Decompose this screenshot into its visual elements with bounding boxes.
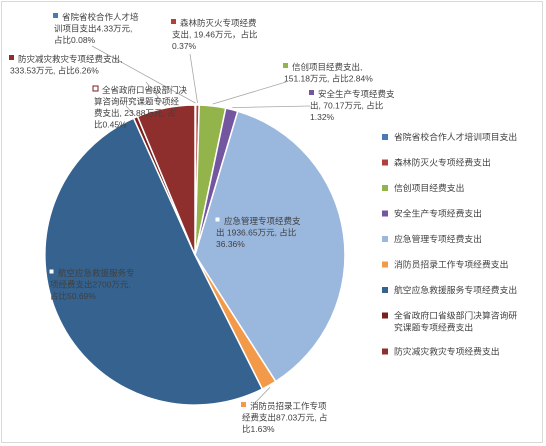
legend-label-9: 防灾减灾救灾专项经费支出: [394, 346, 500, 357]
legend-swatch-5: [382, 236, 388, 242]
legend-swatch-9: [382, 348, 388, 355]
label-marker-2: [171, 19, 176, 24]
data-label-6-line-1: 消防员招录工作专项: [250, 401, 327, 411]
legend-label-8-line-1: 全省政府口省级部门决算咨询研: [394, 310, 517, 321]
legend-label-7: 航空应急救援服务专项经费支出: [394, 284, 517, 295]
legend-swatch-8: [382, 312, 388, 319]
label-marker-1: [53, 13, 58, 18]
legend-swatch-2: [382, 159, 388, 166]
pie-slices: [44, 104, 346, 406]
data-label-4-line-2: 出, 70.17万元, 占比: [310, 101, 383, 111]
legend-label-5: 应急管理专项经费支出: [394, 233, 482, 244]
data-label-1-line-1: 省院省校合作人才培: [62, 12, 139, 22]
label-marker-3: [283, 63, 288, 68]
legend-label-8-line-2: 究课题专项经费支出: [394, 322, 473, 333]
data-label-4-line-3: 1.32%: [310, 112, 335, 122]
label-marker-6: [241, 402, 246, 407]
data-label-5-line-3: 36.36%: [216, 239, 245, 249]
leader-line-6: [251, 386, 271, 407]
label-marker-5: [214, 216, 221, 223]
legend-swatch-3: [382, 185, 388, 191]
leader-line-4: [232, 105, 311, 108]
label-marker-9: [9, 55, 14, 60]
data-label-5-line-1: 应急管理专项经费支: [224, 216, 301, 226]
data-label-1-line-3: 占比0.08%: [54, 35, 96, 45]
leader-line-1: [91, 45, 196, 104]
data-label-2-line-2: 支出, 19.46万元，占比: [172, 30, 258, 40]
legend-swatch-7: [382, 287, 388, 293]
pie-slice-9: [136, 104, 196, 256]
data-label-1-line-2: 训项目支出4.33万元,: [54, 24, 132, 34]
legend-label-2: 森林防灭火专项经费支出: [394, 157, 491, 168]
leader-line-8: [125, 105, 136, 116]
legend-swatch-4: [382, 210, 388, 217]
data-label-8-line-1: 全省政府口省级部门决: [102, 85, 188, 95]
data-label-7-line-3: 占比50.69%: [50, 291, 96, 301]
data-label-6-line-3: 比1.63%: [242, 424, 275, 434]
legend-label-1: 省院省校合作人才培训项目支出: [394, 131, 517, 142]
data-label-2-line-3: 0.37%: [172, 41, 197, 51]
legend-label-3: 信创项目经费支出: [394, 182, 464, 193]
data-label-9-line-1: 防灾减灾救灾专项经费支出,: [18, 54, 122, 64]
data-label-6-line-2: 经费支出87.03万元, 占: [242, 413, 328, 423]
pie-slice-7: [44, 117, 264, 406]
data-label-3-line-2: 151.18万元, 占比2.84%: [284, 74, 373, 84]
data-label-3-line-1: 信创项目经费支出,: [292, 62, 362, 72]
data-label-8-line-3: 费支出, 23.88万元, 占: [94, 108, 176, 118]
legend-swatch-6: [382, 261, 388, 268]
leader-line-2: [189, 53, 198, 104]
pie-slice-5: [194, 110, 346, 383]
legend: 省院省校合作人才培训项目支出森林防灭火专项经费支出信创项目经费支出安全生产专项经…: [382, 131, 517, 357]
leader-lines: [91, 45, 311, 407]
data-label-8-line-2: 算咨询研究课题专项经: [94, 97, 180, 107]
label-marker-8: [92, 85, 99, 92]
leader-line-9: [145, 81, 166, 107]
data-label-5-line-2: 出 1936.65万元, 占比: [216, 228, 296, 238]
data-label-4-line-1: 安全生产专项经费支: [318, 89, 395, 99]
legend-label-4: 安全生产专项经费支出: [394, 208, 482, 219]
label-marker-7: [48, 268, 55, 275]
leader-line-3: [212, 81, 287, 105]
legend-swatch-1: [382, 134, 388, 140]
data-label-7-line-1: 航空应急救援服务专: [58, 268, 135, 278]
data-label-8-line-4: 比0.45%: [94, 120, 127, 130]
label-marker-4: [309, 90, 314, 95]
data-label-7-line-2: 项经费支出2700万元,: [50, 280, 131, 290]
data-label-9-line-2: 333.53万元, 占比6.26%: [10, 66, 99, 76]
legend-label-6: 消防员招录工作专项经费支出: [394, 259, 508, 270]
data-label-2-line-1: 森林防灭火专项经费: [180, 18, 257, 28]
